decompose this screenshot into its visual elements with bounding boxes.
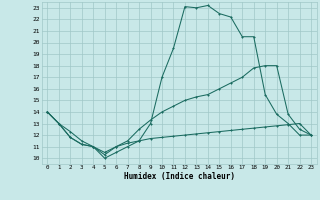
X-axis label: Humidex (Indice chaleur): Humidex (Indice chaleur) xyxy=(124,172,235,181)
